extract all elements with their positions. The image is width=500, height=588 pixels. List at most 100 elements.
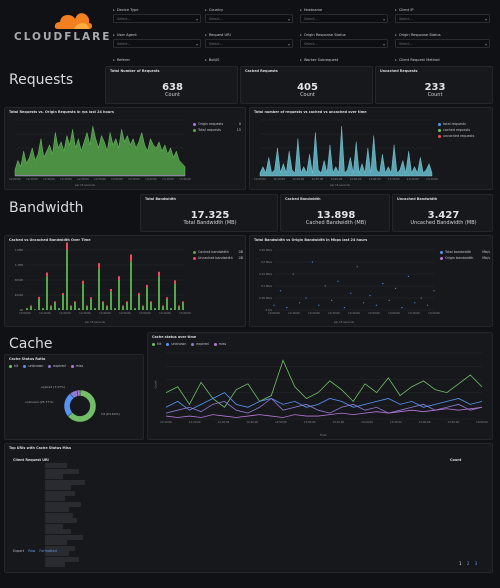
legend-value: 0 [238, 122, 241, 126]
table-row[interactable] [45, 507, 69, 512]
bar-cached-bandwidth [98, 268, 100, 310]
point-total-bandwidth [324, 285, 326, 287]
panel-cached-vs-uncached-bandwidth: Cached vs Uncached Bandwidth Over Time 1… [4, 235, 246, 327]
legend-item[interactable]: Cached bandwidth 0B [193, 250, 243, 256]
table-row[interactable] [45, 463, 67, 468]
export-raw-link[interactable]: Raw [28, 549, 36, 553]
legend-item[interactable]: unknown [166, 342, 186, 346]
x-tick-label: 12:30:00 [79, 311, 91, 315]
x-tick-label: 13:40:00 [179, 177, 191, 181]
x-tick-label: 13:20:00 [361, 420, 373, 424]
series-total-requests [14, 126, 186, 177]
legend-item[interactable]: hit [9, 364, 18, 368]
bar-cached-bandwidth [114, 308, 116, 311]
legend-item[interactable]: Total bandwidth Mb/s [440, 250, 490, 256]
variable-select[interactable]: Select... ▾ [113, 39, 201, 48]
legend-label: miss [75, 364, 84, 368]
table-row[interactable] [45, 474, 63, 479]
variable-select[interactable]: Select... ▾ [395, 39, 490, 48]
table-row[interactable] [45, 540, 67, 545]
row-title-cache: Cache [9, 336, 53, 352]
legend-item[interactable]: miss [213, 342, 226, 346]
table-row[interactable] [45, 468, 79, 474]
bar-cached-bandwidth [42, 308, 44, 311]
bar-uncached-bandwidth [30, 305, 32, 307]
variable-select[interactable]: Select... ▾ [300, 14, 388, 23]
legend-item[interactable]: Origin bandwidth Mb/s [440, 256, 490, 262]
x-tick-label: 12:10:00 [39, 311, 51, 315]
x-tick-label: 13:10:00 [128, 177, 140, 181]
bar-uncached-bandwidth [102, 301, 104, 303]
legend-item[interactable]: expired [48, 364, 66, 368]
table-row[interactable] [45, 534, 83, 540]
variable-select[interactable]: Select... ▾ [113, 14, 201, 23]
table-row[interactable] [45, 562, 65, 567]
bar-cached-bandwidth [90, 298, 92, 310]
table-row[interactable] [45, 512, 73, 518]
table-row[interactable] [45, 496, 65, 501]
table-row[interactable] [45, 518, 77, 523]
export-formatted-link[interactable]: Formatted [39, 549, 57, 553]
x-tick-label: 12:10:00 [26, 177, 38, 181]
chevron-down-icon: ▾ [484, 16, 487, 22]
table-row[interactable] [45, 490, 75, 496]
legend-item[interactable]: Total requests 15 [193, 128, 241, 134]
x-tick-label: 13:10:00 [388, 177, 400, 181]
table-row[interactable] [45, 529, 71, 534]
export-label: Export [13, 549, 25, 553]
x-tick-label: 12:40:00 [99, 311, 111, 315]
column-header-uri[interactable]: Client Request URI [13, 458, 49, 462]
legend-label: Cached bandwidth [198, 250, 229, 254]
bar-uncached-bandwidth [106, 305, 108, 307]
legend-label: cached requests [443, 128, 471, 132]
table-row[interactable] [45, 556, 79, 562]
panel-total-vs-origin-requests: Total Requests vs. Origin Requests in rp… [4, 107, 246, 190]
x-tick-label: 12:30:00 [328, 311, 340, 315]
bar-cached-bandwidth [166, 298, 168, 310]
x-tick-label: 13:30:00 [162, 177, 174, 181]
bar-uncached-bandwidth [138, 293, 140, 296]
legend-item[interactable]: Origin requests 0 [193, 122, 241, 128]
legend-item[interactable]: cached requests [438, 128, 490, 134]
legend-swatch [213, 342, 217, 346]
chevron-right-icon: ▸ [205, 33, 207, 37]
x-tick-label: 12:20:00 [308, 311, 320, 315]
bar-cached-bandwidth [126, 302, 128, 310]
table-row[interactable] [45, 545, 75, 551]
variable-select[interactable]: Select... ▾ [205, 14, 293, 23]
page-3-link[interactable]: 3 [474, 561, 478, 566]
point-total-bandwidth [331, 299, 333, 301]
variable-select[interactable]: Select... ▾ [205, 39, 293, 48]
variable-label-text: Device Type [116, 8, 139, 12]
panel-title: Total number of requests vs cached vs un… [254, 110, 367, 114]
table-row[interactable] [45, 501, 81, 507]
page-1-link[interactable]: 1 [459, 561, 462, 566]
select-placeholder: Select... [304, 42, 318, 46]
requests-area-chart: 12:00:00 12:10:00 12:20:00 12:30:00 12:40:00… [9, 119, 191, 181]
variable-select[interactable]: Select... ▾ [300, 39, 388, 48]
legend-item[interactable]: total requests [438, 122, 490, 128]
stat-value: 3.427 [427, 210, 460, 221]
legend-item[interactable]: unknown [23, 364, 43, 368]
legend-item[interactable]: uncached requests [438, 134, 490, 140]
legend-item[interactable]: miss [70, 364, 84, 368]
column-header-count[interactable]: Count [450, 458, 462, 462]
cache-ratio-donut-chart: expired (7.57%) unknown (25.77%) hit (63.6… [25, 385, 120, 423]
chevron-right-icon: ▸ [395, 33, 397, 37]
point-total-bandwidth [427, 304, 429, 306]
legend-item[interactable]: hit [152, 342, 161, 346]
x-tick-label: 13:00:00 [111, 177, 123, 181]
legend-item[interactable]: expired [191, 342, 209, 346]
bar-cached-bandwidth [178, 306, 180, 310]
x-tick-label: 13:10:00 [408, 311, 420, 315]
select-placeholder: Select... [399, 17, 413, 21]
variable-select[interactable]: Select... ▾ [395, 14, 490, 23]
table-row[interactable] [45, 479, 85, 485]
page-2-link[interactable]: 2 [466, 561, 470, 566]
legend-item[interactable]: Uncached bandwidth 0B [193, 256, 243, 262]
bar-uncached-bandwidth [178, 305, 180, 307]
table-row[interactable] [45, 523, 63, 529]
point-total-bandwidth [382, 283, 384, 285]
table-row[interactable] [45, 551, 69, 556]
table-row[interactable] [45, 485, 71, 490]
